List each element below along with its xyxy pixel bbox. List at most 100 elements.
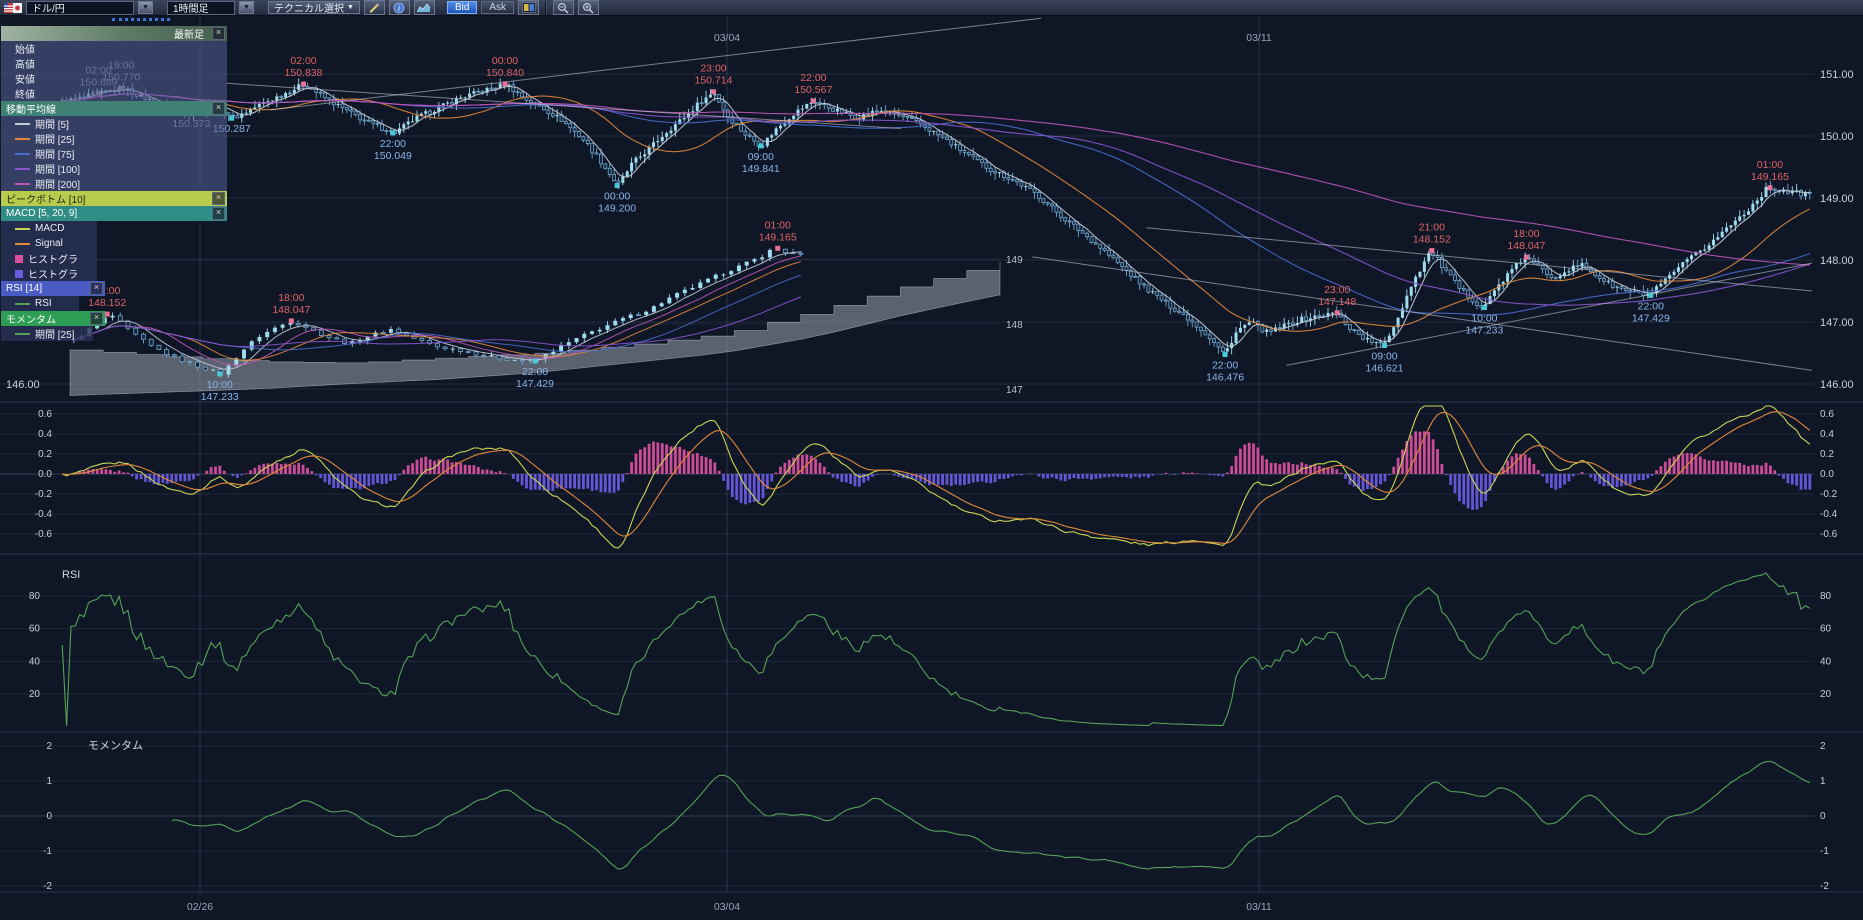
- bid-label: Bid: [454, 2, 470, 13]
- macd-pane[interactable]: 0.6 0.6 0.4 0.4 0.2 0.2 0.0 0.0 -0.2 -0.2 -0.4 -0.4…: [35, 405, 1838, 549]
- close-icon[interactable]: ×: [212, 207, 225, 220]
- timeframe-select[interactable]: 1時間足: [167, 0, 235, 15]
- peak-marker: [1523, 254, 1529, 260]
- macd-axis-label: -0.6: [35, 529, 53, 540]
- price-axis-label: 147.00: [1820, 317, 1854, 329]
- peak-annotation: 150.840: [486, 67, 524, 79]
- moving-average-line-5: [62, 85, 1810, 348]
- chart-type-button[interactable]: [413, 0, 435, 15]
- legend-item-label: 期間 [75]: [35, 150, 75, 161]
- draw-pencil-button[interactable]: [363, 0, 385, 15]
- inset-axis-label: 149: [1006, 255, 1023, 266]
- technical-select-button[interactable]: テクニカル選択 ▼: [268, 1, 360, 15]
- rate-panel-button[interactable]: [518, 0, 540, 15]
- legend-header-label: 最新足: [174, 30, 204, 41]
- ask-label: Ask: [489, 2, 507, 13]
- close-icon[interactable]: ×: [90, 282, 103, 295]
- close-icon[interactable]: ×: [90, 312, 103, 325]
- peak-marker: [1334, 310, 1340, 316]
- macd-axis-label: 0.0: [38, 469, 52, 480]
- window-drag-handle[interactable]: [112, 18, 170, 24]
- momentum-axis-label: -2: [43, 881, 52, 892]
- bottom-annotation: 147.429: [516, 378, 554, 390]
- momentum-axis-label: -1: [1820, 846, 1829, 857]
- legend-item-label: 期間 [100]: [35, 165, 81, 176]
- peak-annotation: 01:00: [765, 219, 791, 231]
- momentum-axis-label: -1: [43, 846, 52, 857]
- legend-header-peak[interactable]: ピークボトム [10] ×: [1, 191, 227, 206]
- peak-annotation: 18:00: [1513, 228, 1539, 240]
- rsi-axis-label: 20: [1820, 689, 1832, 700]
- momentum-axis-label: 2: [1820, 741, 1826, 752]
- timeframe-dropdown-button[interactable]: ▼: [239, 1, 254, 14]
- bottom-annotation: 22:00: [1638, 300, 1664, 312]
- price-axis-label: 149.00: [1820, 193, 1854, 205]
- bid-toggle-button[interactable]: Bid: [446, 1, 478, 14]
- legend-item-label: 期間 [5]: [35, 120, 69, 131]
- inset-chart-window[interactable]: 149 148 147: [69, 247, 1023, 396]
- svg-text:i: i: [399, 4, 401, 13]
- peak-marker: [1429, 248, 1435, 254]
- peak-annotation: 150.714: [695, 75, 733, 87]
- macd-axis-label: 0.4: [1820, 429, 1834, 440]
- bottom-annotation: 149.841: [742, 163, 780, 175]
- line-swatch: [15, 227, 30, 230]
- peak-annotation: 18:00: [278, 292, 304, 304]
- peak-annotation: 150.838: [285, 67, 323, 79]
- date-label-top: 03/04: [714, 32, 740, 44]
- currency-pair-dropdown-button[interactable]: ▼: [138, 1, 153, 14]
- info-button[interactable]: i: [388, 0, 410, 15]
- peak-annotation: 02:00: [290, 55, 316, 67]
- zoom-out-icon: [558, 2, 569, 13]
- close-icon[interactable]: ×: [212, 27, 225, 40]
- main-price-chart[interactable]: [60, 78, 1812, 357]
- peak-marker: [1767, 185, 1773, 191]
- line-swatch: [15, 122, 30, 125]
- bottom-marker: [229, 115, 235, 121]
- peak-annotation: 150.567: [794, 84, 832, 96]
- peak-annotation: 148.047: [1507, 240, 1545, 252]
- legend-header-mom[interactable]: モメンタム ×: [1, 311, 105, 326]
- legend-item: ヒストグラ: [1, 266, 97, 281]
- ask-toggle-button[interactable]: Ask: [481, 1, 515, 14]
- legend-header-latest[interactable]: 最新足 ×: [1, 26, 227, 41]
- rsi-pane[interactable]: RSI 80 80 60 60 40 40 20 20: [29, 569, 1832, 727]
- chart-canvas[interactable]: 03/04 03/11 02/26 03/04 03/11 02:00150.68919:…: [0, 16, 1863, 920]
- currency-pair-flag-icon: [4, 2, 22, 14]
- close-icon[interactable]: ×: [212, 102, 225, 115]
- bottom-annotation: 22:00: [380, 138, 406, 150]
- rsi-axis-label: 40: [29, 656, 41, 667]
- bottom-annotation: 10:00: [207, 379, 233, 391]
- currency-pair-select[interactable]: ドル/円: [26, 0, 134, 15]
- legend-header-label: RSI [14]: [6, 283, 43, 294]
- legend-item-label: RSI: [35, 298, 52, 309]
- line-swatch: [15, 137, 30, 140]
- legend-header-macd[interactable]: MACD [5, 20, 9] ×: [1, 206, 227, 221]
- legend-item: 期間 [25]: [1, 131, 227, 146]
- histogram-swatch: [15, 269, 23, 278]
- macd-axis-label: 0.6: [38, 409, 52, 420]
- peak-annotation: 149.165: [759, 231, 797, 243]
- chart-background: [0, 16, 1863, 920]
- zoom-out-button[interactable]: [553, 0, 575, 15]
- legend-header-rsi[interactable]: RSI [14] ×: [1, 281, 105, 296]
- line-swatch: [15, 152, 30, 155]
- close-icon[interactable]: ×: [212, 192, 225, 205]
- price-axis-label-left: 146.00: [6, 379, 40, 391]
- date-label-bottom: 03/04: [714, 901, 740, 913]
- legend-header-ma[interactable]: 移動平均線 ×: [1, 101, 227, 116]
- momentum-pane[interactable]: モメンタム 2 2 1 1 0 0 -1 -1 -2 -2: [43, 739, 1829, 892]
- date-label-bottom: 03/11: [1246, 901, 1272, 913]
- legend-item: 高値: [1, 56, 227, 71]
- rate-badge-icon: [521, 2, 536, 13]
- trendlines[interactable]: [226, 17, 1813, 371]
- rsi-axis-label: 60: [29, 624, 41, 635]
- zoom-in-button[interactable]: [578, 0, 600, 15]
- peak-annotation: 148.152: [1413, 234, 1451, 246]
- momentum-axis-label: 2: [46, 741, 52, 752]
- macd-axis-label: -0.2: [1820, 489, 1838, 500]
- peak-annotation: 21:00: [1419, 222, 1445, 234]
- momentum-axis-label: 0: [1820, 811, 1826, 822]
- bottom-marker: [1481, 305, 1487, 311]
- bottom-annotation: 147.429: [1632, 312, 1670, 324]
